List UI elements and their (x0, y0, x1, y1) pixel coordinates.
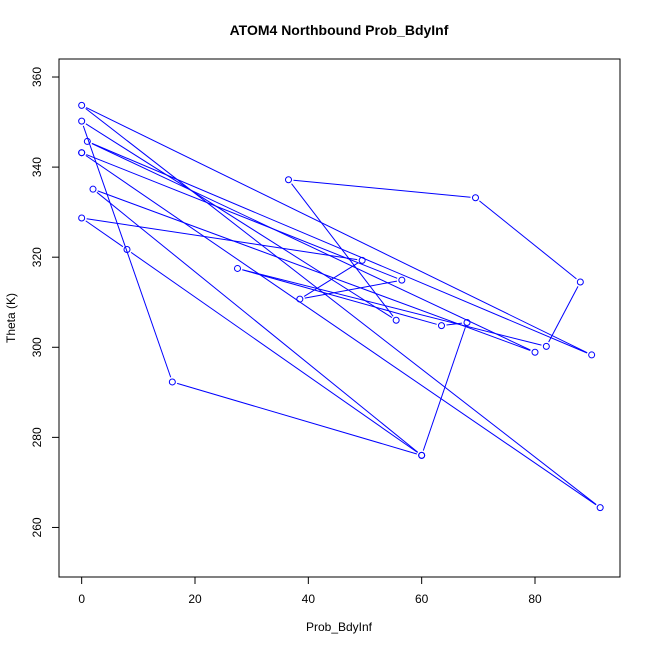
data-point (234, 264, 241, 272)
series-segment (97, 190, 531, 351)
series-segment (85, 155, 597, 506)
y-tick-label: 340 (30, 157, 44, 177)
y-tick-label: 360 (30, 67, 44, 87)
data-point (123, 246, 131, 254)
data-series (78, 101, 604, 512)
data-point (296, 295, 304, 303)
data-point (596, 504, 604, 512)
plot-frame (58, 58, 621, 578)
data-point (358, 256, 366, 264)
x-axis-label: Prob_BdyInf (306, 620, 373, 634)
data-point (576, 278, 584, 286)
series-segment (91, 142, 588, 354)
data-point (78, 214, 86, 222)
data-point (78, 101, 86, 109)
series-segment (91, 143, 531, 351)
series-segment (291, 183, 394, 317)
data-point (83, 137, 91, 145)
series-segment (242, 269, 542, 346)
x-tick-label: 80 (528, 592, 542, 606)
data-point (472, 194, 479, 202)
data-point (438, 322, 445, 330)
x-tick-label: 60 (415, 592, 429, 606)
series-segment (85, 220, 124, 248)
data-point (392, 316, 400, 324)
series-segment (85, 108, 597, 505)
data-point (78, 149, 86, 157)
chart-title: ATOM4 Northbound Prob_BdyInf (230, 22, 449, 38)
data-point (89, 185, 97, 193)
data-point (398, 276, 406, 284)
series-segment (422, 327, 466, 451)
y-tick-label: 280 (30, 427, 44, 447)
data-point (285, 176, 292, 184)
series-segment (176, 382, 418, 455)
series-segment (242, 269, 437, 325)
y-axis-label: Theta (K) (4, 293, 18, 343)
data-point (531, 348, 539, 356)
data-point (588, 351, 596, 359)
x-axis: 0 20 40 60 80 (78, 576, 542, 606)
series-segment (130, 251, 418, 453)
series-segment (304, 280, 398, 299)
data-point (463, 319, 471, 327)
series-segment (85, 107, 588, 354)
series-segment (86, 218, 358, 261)
series-segment (303, 262, 359, 297)
y-axis: 260 280 300 320 340 360 (30, 67, 60, 537)
series-segment (85, 123, 393, 319)
x-tick-label: 20 (188, 592, 202, 606)
series-segment (82, 125, 172, 378)
y-tick-label: 300 (30, 337, 44, 357)
x-tick-label: 40 (302, 592, 316, 606)
series-segment (96, 191, 419, 453)
data-point (78, 117, 86, 125)
series-segment (446, 322, 463, 326)
series-segment (86, 154, 398, 279)
x-tick-label: 0 (78, 592, 85, 606)
series-segment (548, 286, 579, 343)
y-tick-label: 320 (30, 247, 44, 267)
series-segment (293, 179, 471, 198)
data-point (168, 378, 176, 386)
data-point (418, 451, 426, 459)
series-segment (479, 200, 577, 280)
data-point (542, 342, 550, 350)
y-tick-label: 260 (30, 517, 44, 537)
